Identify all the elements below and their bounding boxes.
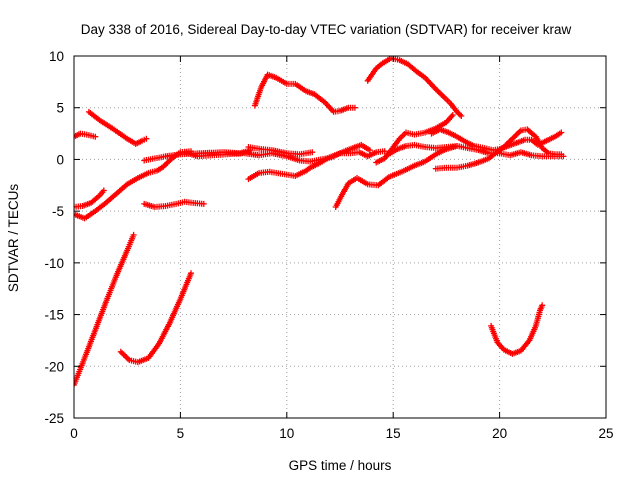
- series-arc-02: [117, 270, 194, 366]
- series-markers: [74, 231, 137, 388]
- series-arc-01: [74, 231, 137, 388]
- series-markers: [373, 112, 456, 166]
- series-markers: [117, 270, 194, 366]
- plot-area-frame: [73, 55, 607, 419]
- y-tick-label: -15: [44, 308, 64, 323]
- data-series: [74, 56, 567, 388]
- series-markers: [74, 148, 194, 222]
- x-tick-label: 25: [598, 426, 613, 441]
- y-tick-label: 5: [56, 101, 64, 116]
- series-markers: [251, 71, 358, 115]
- x-axis-label: GPS time / hours: [289, 458, 392, 473]
- series-arc-15: [373, 112, 456, 166]
- chart-title: Day 338 of 2016, Sidereal Day-to-day VTE…: [81, 22, 572, 37]
- series-arc-08: [141, 198, 207, 210]
- series-arc-04: [85, 108, 150, 147]
- y-tick-label: -10: [44, 256, 64, 271]
- series-markers: [85, 108, 150, 147]
- series-markers: [332, 143, 460, 210]
- axis-ticks: 0 5 10 15 20 25 -25 -20 -15 -10 -5 0 5 10: [44, 49, 613, 441]
- series-markers: [74, 130, 99, 140]
- y-tick-label: -5: [52, 204, 64, 219]
- x-tick-label: 20: [492, 426, 507, 441]
- y-tick-label: -20: [44, 359, 64, 374]
- series-markers: [364, 56, 465, 119]
- series-markers: [245, 148, 388, 183]
- series-arc-18: [432, 126, 565, 172]
- grid-lines: [74, 56, 606, 418]
- series-markers: [383, 141, 567, 160]
- series-arc-03: [74, 130, 99, 140]
- x-tick-label: 0: [70, 426, 78, 441]
- series-arc-13: [332, 143, 460, 210]
- series-arc-16: [383, 141, 567, 160]
- series-markers: [488, 302, 546, 357]
- y-axis-label: SDTVAR / TECUs: [6, 184, 21, 293]
- y-tick-label: 10: [49, 49, 64, 64]
- y-tick-label: 0: [56, 152, 64, 167]
- series-arc-12: [251, 71, 358, 115]
- x-tick-label: 10: [279, 426, 294, 441]
- series-markers: [432, 126, 565, 172]
- y-tick-label: -25: [44, 411, 64, 426]
- series-arc-10: [245, 144, 316, 158]
- series-arc-05: [74, 187, 107, 210]
- series-markers: [141, 198, 207, 210]
- series-arc-19: [488, 302, 546, 357]
- x-tick-label: 5: [177, 426, 185, 441]
- series-markers: [245, 144, 316, 158]
- series-arc-14: [364, 56, 465, 119]
- x-tick-label: 15: [386, 426, 401, 441]
- series-arc-06: [74, 148, 194, 222]
- series-markers: [74, 187, 107, 210]
- series-arc-11: [245, 148, 388, 183]
